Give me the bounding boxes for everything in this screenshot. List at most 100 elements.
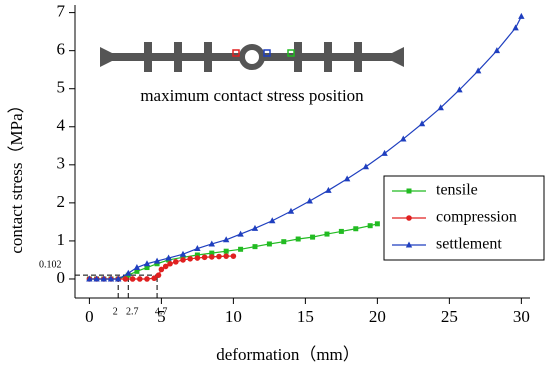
data-point: [125, 269, 132, 276]
y-tick-label: 6: [57, 40, 66, 59]
y-tick-label: 3: [57, 154, 66, 173]
legend-marker: [406, 188, 412, 194]
data-point: [251, 224, 259, 231]
x-tick-label: 20: [369, 307, 386, 326]
beam-end: [100, 47, 120, 67]
data-point: [86, 275, 93, 282]
data-point: [133, 264, 141, 271]
data-point: [208, 240, 215, 247]
x-tick-label: 10: [225, 307, 242, 326]
data-point: [194, 255, 201, 261]
data-point: [400, 135, 407, 142]
post: [174, 42, 182, 72]
data-point: [367, 223, 373, 229]
x-axis-title: deformation（mm）: [216, 345, 360, 364]
data-point: [374, 221, 380, 227]
legend-label: settlement: [436, 236, 502, 253]
data-point: [237, 230, 244, 237]
data-point: [281, 239, 287, 245]
data-point: [154, 261, 160, 267]
data-point: [187, 256, 193, 262]
data-point: [437, 104, 444, 111]
data-point: [180, 257, 186, 263]
data-point: [194, 252, 200, 258]
post: [204, 42, 212, 72]
x-tick-label: 25: [441, 307, 458, 326]
data-point: [381, 149, 388, 156]
data-point: [107, 275, 115, 282]
data-point: [179, 250, 187, 257]
data-point: [493, 47, 501, 54]
data-point: [362, 163, 370, 170]
data-point: [155, 272, 162, 278]
marker-tensile: [287, 49, 295, 57]
data-point: [222, 236, 230, 243]
legend: tensile compression settlement: [383, 175, 545, 261]
data-point: [144, 276, 150, 282]
ring: [239, 44, 265, 70]
data-point: [134, 268, 140, 274]
data-point: [338, 228, 344, 234]
post: [144, 42, 152, 72]
data-point: [287, 207, 295, 214]
x-tick-label: 5: [157, 307, 166, 326]
reference-label: 2.7: [126, 306, 139, 317]
data-point: [306, 197, 313, 204]
data-point: [162, 263, 169, 270]
data-point: [114, 275, 122, 282]
data-point: [456, 86, 463, 93]
x-tick-label: 15: [297, 307, 314, 326]
legend-label: compression: [436, 209, 517, 226]
data-point: [129, 276, 136, 282]
data-point: [269, 217, 276, 224]
data-point: [518, 12, 525, 19]
reference-label: 0.102: [39, 259, 62, 270]
inset-schematic: maximum contact stress position: [100, 42, 404, 105]
data-point: [209, 250, 215, 256]
data-point: [144, 265, 150, 271]
y-tick-label: 1: [57, 230, 66, 249]
post: [294, 42, 302, 72]
post: [354, 42, 362, 72]
data-point: [230, 253, 237, 259]
beam-end: [384, 47, 404, 67]
data-point: [266, 241, 272, 247]
y-tick-label: 5: [57, 78, 66, 97]
data-point: [353, 226, 359, 232]
marker-settlement: [263, 49, 271, 57]
data-point: [238, 246, 244, 252]
y-tick-label: 0: [57, 268, 66, 287]
data-point: [136, 276, 143, 282]
data-point: [151, 275, 157, 282]
data-point: [143, 260, 151, 267]
post: [324, 42, 332, 72]
legend-label: tensile: [436, 182, 478, 199]
inset-label: maximum contact stress position: [140, 86, 364, 105]
data-point: [201, 254, 208, 261]
y-tick-label: 4: [57, 116, 66, 135]
data-point: [325, 186, 332, 193]
y-axis-title: contact stress（MPa）: [7, 96, 26, 253]
y-tick-label: 7: [57, 2, 66, 21]
data-point: [295, 236, 301, 242]
data-point: [172, 259, 179, 265]
data-point: [158, 266, 165, 273]
data-point: [167, 260, 173, 267]
data-point: [208, 254, 215, 260]
data-point: [418, 120, 426, 127]
data-point: [223, 253, 229, 259]
data-point: [194, 245, 201, 252]
legend-marker: [406, 215, 412, 221]
x-tick-label: 0: [85, 307, 94, 326]
data-point: [122, 276, 129, 282]
y-tick-label: 2: [57, 192, 66, 211]
legend-marker: [405, 241, 413, 248]
x-tick-label: 30: [513, 307, 530, 326]
reference-label: 4.7: [155, 306, 168, 317]
data-point: [216, 253, 222, 260]
data-point: [252, 244, 258, 250]
reference-label: 2: [113, 306, 118, 317]
data-point: [165, 254, 172, 261]
data-point: [153, 257, 161, 264]
